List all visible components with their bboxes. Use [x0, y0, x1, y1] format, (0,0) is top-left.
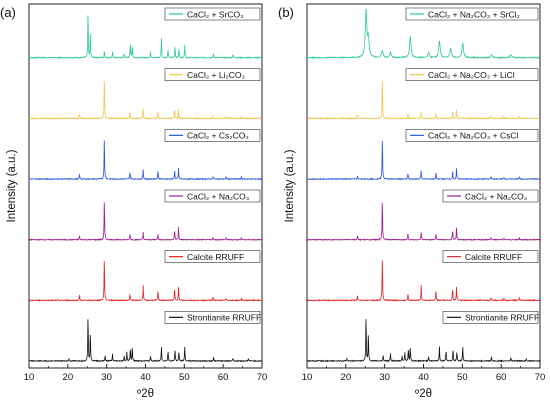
legend-box	[405, 129, 539, 142]
series-line-cacl2-na2co3	[28, 202, 263, 242]
legend-label-calcite-rruff: Calcite RRUFF	[187, 252, 244, 262]
legend-label-cacl2-na2co3-licl: CaCl₂ + Na₂CO₃ + LiCl	[428, 70, 515, 80]
x-tick-label: 30	[379, 372, 390, 383]
series-line-cacl2-na2co3-licl	[306, 81, 541, 120]
series-line-cacl2-na2co3-srcl2	[306, 8, 541, 60]
x-tick-label: 40	[418, 372, 429, 383]
x-tick-label: 60	[496, 372, 507, 383]
series-line-strontianite-rruff	[306, 319, 541, 363]
legend-box	[164, 189, 261, 203]
legend-label-cacl2-na2co3: CaCl₂ + Na₂CO₃	[187, 191, 249, 201]
legend-box	[164, 68, 261, 81]
legend-label-cacl2-na2co3: CaCl₂ + Na₂CO₃	[465, 191, 527, 201]
x-tick-label: 10	[302, 372, 313, 383]
panel-1: CaCl₂ + Na₂CO₃ + SrCl₂ CaCl₂ + Na₂CO₃ + L…	[278, 3, 546, 400]
series-line-calcite-rruff	[28, 260, 263, 302]
series-line-cacl2-na2co3-cscl	[306, 140, 541, 181]
series-line-calcite-rruff	[306, 260, 541, 302]
legend-label-cacl2-na2co3-srcl2: CaCl₂ + Na₂CO₃ + SrCl₂	[428, 9, 520, 19]
legend-box	[405, 7, 539, 21]
legend-label-strontianite-rruff: Strontianite RRUFF	[187, 313, 261, 323]
legend-label-cacl2-cs2co3: CaCl₂ + Cs₂CO₃	[187, 131, 249, 141]
legend-label-cacl2-li2co3: CaCl₂ + Li₂CO₃	[187, 70, 245, 80]
panel-label: (a)	[0, 5, 16, 20]
legend-box	[164, 129, 261, 142]
legend-box	[164, 250, 261, 263]
x-tick-label: 50	[179, 372, 190, 383]
legend-box	[442, 311, 539, 324]
x-tick-label: 20	[63, 372, 74, 383]
series-line-cacl2-srco3	[28, 15, 263, 60]
legend-box	[442, 189, 539, 203]
x-tick-label: 70	[535, 372, 546, 383]
x-tick-label: 60	[218, 372, 229, 383]
legend-label-cacl2-srco3: CaCl₂ + SrCO₃	[187, 9, 244, 19]
x-axis-label: º2θ	[137, 388, 154, 400]
legend-label-calcite-rruff: Calcite RRUFF	[465, 252, 522, 262]
legend-box	[442, 250, 539, 263]
x-axis-label: º2θ	[415, 388, 432, 400]
legend-label-strontianite-rruff: Strontianite RRUFF	[465, 313, 539, 323]
series-line-cacl2-li2co3	[28, 81, 263, 120]
legend-box	[405, 68, 539, 81]
x-tick-label: 70	[257, 372, 268, 383]
legend-box	[164, 311, 261, 324]
x-tick-label: 30	[101, 372, 112, 383]
y-axis-label: Intensity (a.u.)	[6, 149, 18, 222]
y-axis-label: Intensity (a.u.)	[284, 149, 296, 222]
x-tick-label: 50	[457, 372, 468, 383]
legend-box	[164, 7, 261, 21]
legend-label-cacl2-na2co3-cscl: CaCl₂ + Na₂CO₃ + CsCl	[428, 131, 518, 141]
series-line-cacl2-cs2co3	[28, 140, 263, 181]
panel-label: (b)	[278, 5, 294, 20]
x-tick-label: 20	[341, 372, 352, 383]
x-tick-label: 40	[140, 372, 151, 383]
x-tick-label: 10	[24, 372, 35, 383]
series-line-strontianite-rruff	[28, 319, 263, 363]
panel-0: CaCl₂ + SrCO₃ CaCl₂ + Li₂CO₃ CaCl₂ + Cs₂CO…	[0, 3, 268, 400]
series-line-cacl2-na2co3	[306, 202, 541, 242]
